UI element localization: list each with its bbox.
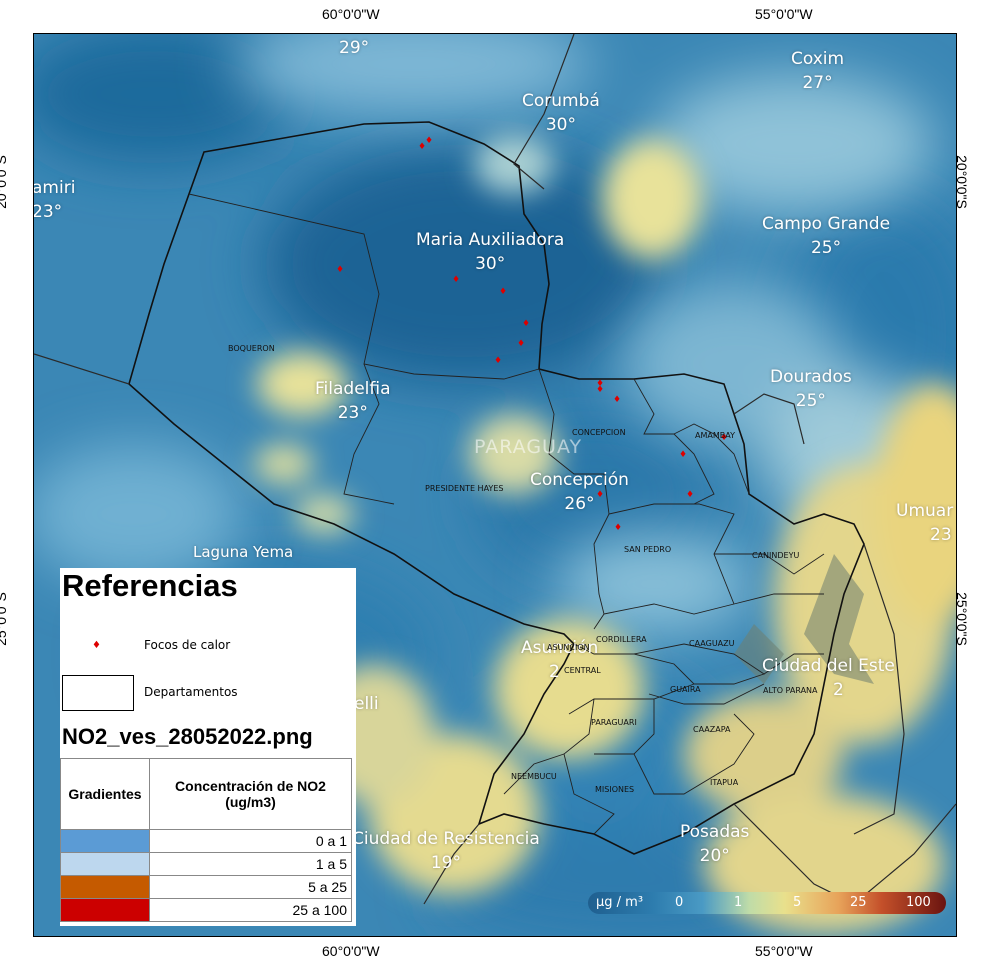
grid-label-bottom-left: 60°0'0"W [322, 943, 380, 959]
city-label[interactable]: 29° [339, 38, 370, 58]
department-label: ASUNCION [547, 643, 590, 652]
department-label: ALTO PARANA [763, 686, 818, 695]
country-label: PARAGUAY [474, 436, 583, 458]
concentration-header: Concentración de NO2 (ug/m3) [149, 758, 352, 830]
scale-tick: 0 [675, 895, 684, 910]
fire-icon[interactable]: ♦ [596, 379, 605, 389]
legend-panel: Referencias ♦ Focos de calor Departament… [60, 568, 356, 926]
gradient-range: 1 a 5 [149, 852, 352, 876]
department-label: BOQUERON [228, 344, 275, 353]
city-label[interactable]: Ciudad de Resistencia 19° [352, 829, 540, 873]
fire-icon[interactable]: ♦ [452, 275, 461, 285]
department-label: CANINDEYU [752, 551, 800, 560]
gradients-header: Gradientes [60, 758, 150, 830]
city-label[interactable]: Dourados 25° [770, 367, 852, 411]
fire-icon[interactable]: ♦ [425, 136, 434, 146]
legend-file-name: NO2_ves_28052022.png [62, 724, 313, 749]
department-label: CAAZAPA [693, 725, 731, 734]
department-label: PRESIDENTE HAYES [425, 484, 504, 493]
fire-icon[interactable]: ♦ [517, 339, 526, 349]
department-label: CAAGUAZU [689, 639, 735, 648]
department-label: ITAPUA [710, 778, 739, 787]
city-label[interactable]: Posadas 20° [680, 822, 750, 866]
city-label[interactable]: Laguna Yema [193, 543, 294, 561]
scale-tick: 25 [850, 895, 867, 910]
department-label: AMAMBAY [695, 431, 735, 440]
legend-departments-label: Departamentos [144, 685, 238, 699]
hotspot-layer: ♦ ♦ ♦ ♦ ♦ ♦ ♦ ♦ ♦ ♦ ♦ ♦ ♦ ♦ ♦ ♦ [34, 34, 956, 936]
grid-label-left-upper: 20°0'0"S [0, 155, 9, 209]
fire-icon[interactable]: ♦ [336, 265, 345, 275]
fire-icon[interactable]: ♦ [596, 385, 605, 395]
fire-icon[interactable]: ♦ [499, 287, 508, 297]
fire-icon[interactable]: ♦ [522, 319, 531, 329]
city-label[interactable]: Umuar 23 [896, 501, 954, 545]
fire-icon[interactable]: ♦ [679, 450, 688, 460]
department-label: GUAIRA [670, 685, 701, 694]
department-label: CONCEPCION [572, 428, 626, 437]
fire-icon[interactable]: ♦ [596, 490, 605, 500]
city-label[interactable]: Campo Grande 25° [762, 214, 891, 258]
city-label[interactable]: elli [354, 694, 379, 714]
city-label[interactable]: Concepción 26° [530, 470, 629, 514]
grid-label-top-left: 60°0'0"W [322, 6, 380, 22]
fire-icon[interactable]: ♦ [720, 433, 729, 443]
legend-title: Referencias [62, 568, 238, 603]
department-label: CENTRAL [564, 666, 601, 675]
gradient-swatch [60, 898, 150, 922]
department-swatch [62, 675, 134, 711]
fire-icon[interactable]: ♦ [494, 356, 503, 366]
city-label[interactable]: Coxim 27° [791, 49, 845, 93]
department-label: PARAGUARI [591, 718, 637, 727]
scale-tick: 100 [906, 895, 931, 910]
department-label: MISIONES [595, 785, 635, 794]
gradient-range: 25 a 100 [149, 898, 352, 922]
gradient-swatch [60, 875, 150, 899]
city-label[interactable]: Maria Auxiliadora 30° [416, 230, 565, 274]
legend-hotspots-label: Focos de calor [144, 638, 231, 652]
gradient-table: Gradientes Concentración de NO2 (ug/m3) … [60, 758, 352, 922]
fire-icon[interactable]: ♦ [613, 395, 622, 405]
color-scale-bar: μg / m³ 0 1 5 25 100 [588, 892, 946, 914]
gradient-range: 0 a 1 [149, 829, 352, 853]
scale-unit: μg / m³ [596, 895, 644, 910]
gradient-swatch [60, 852, 150, 876]
department-label: NEEMBUCU [511, 772, 557, 781]
city-label[interactable]: Asunción 2 [521, 638, 599, 682]
fire-icon[interactable]: ♦ [686, 490, 695, 500]
city-label[interactable]: Corumbá 30° [522, 91, 600, 135]
gradient-range: 5 a 25 [149, 875, 352, 899]
city-label[interactable]: Ciudad del Este 2 [762, 656, 895, 700]
grid-label-left-lower: 25°0'0"S [0, 592, 9, 646]
scale-tick: 1 [734, 895, 743, 910]
fire-icon[interactable]: ♦ [614, 523, 623, 533]
grid-label-bottom-right: 55°0'0"W [755, 943, 813, 959]
scale-tick: 5 [793, 895, 802, 910]
city-label[interactable]: Filadelfia 23° [315, 379, 391, 423]
grid-label-top-right: 55°0'0"W [755, 6, 813, 22]
city-label[interactable]: amiri 23° [33, 178, 76, 222]
department-label: SAN PEDRO [624, 545, 672, 554]
fire-icon[interactable]: ♦ [418, 142, 427, 152]
gradient-swatch [60, 829, 150, 853]
fire-icon: ♦ [92, 640, 101, 651]
department-label: CORDILLERA [596, 635, 647, 644]
